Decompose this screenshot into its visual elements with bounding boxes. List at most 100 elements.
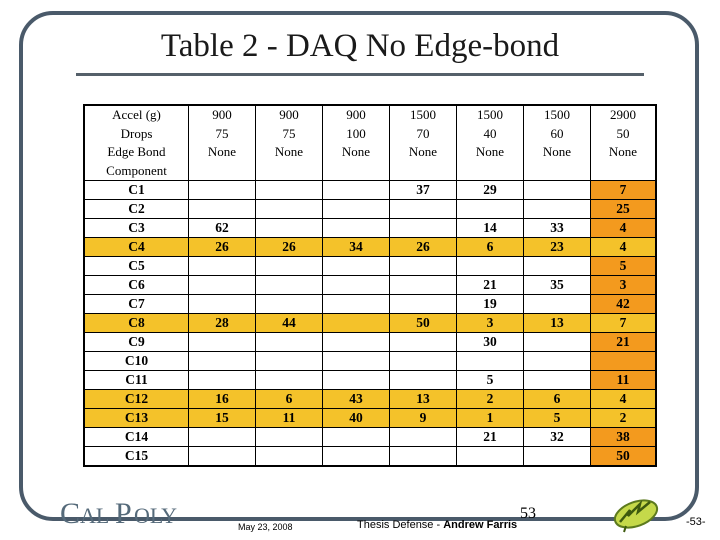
header-column-7: 2900 50 None: [590, 104, 657, 181]
table-cell: 30: [456, 332, 524, 352]
table-cell: [389, 275, 457, 295]
table-cell: [389, 256, 457, 276]
table-cell: 19: [456, 294, 524, 314]
table-cell: 2: [590, 408, 657, 428]
component-label: C15: [83, 446, 189, 467]
cal-poly-logo: C AL P OLY: [60, 497, 177, 530]
table-cell: 40: [322, 408, 390, 428]
table-cell: 21: [456, 427, 524, 447]
table-cell: 5: [523, 408, 591, 428]
svg-text:OLY: OLY: [134, 503, 177, 528]
table-row: C11 5 11: [83, 370, 657, 390]
svg-text:AL: AL: [80, 503, 109, 528]
table-row: C2 25: [83, 199, 657, 219]
table-cell: 26: [188, 237, 256, 257]
header-accel-value: 1500: [477, 107, 503, 122]
table-cell: 6: [523, 389, 591, 409]
header-edge-bond-value: None: [542, 144, 572, 159]
table-cell: [523, 351, 591, 371]
table-cell: [255, 332, 323, 352]
table-row: C7 19 42: [83, 294, 657, 314]
table-cell: [188, 446, 256, 467]
table-cell: [456, 199, 524, 219]
component-label: C5: [83, 256, 189, 276]
table-cell: [188, 294, 256, 314]
header-drops-value: 100: [346, 125, 366, 141]
header-accel-value: 1500: [410, 107, 436, 122]
header-edge-bond-value: None: [274, 144, 304, 159]
component-label: C7: [83, 294, 189, 314]
table-cell: 28: [188, 313, 256, 333]
table-cell: [322, 294, 390, 314]
table-row: C12 16 6 43 13 2 6 4: [83, 389, 657, 409]
table-cell: 11: [590, 370, 657, 390]
table-cell: [523, 199, 591, 219]
table-cell: 14: [456, 218, 524, 238]
table-cell: 26: [255, 237, 323, 257]
table-cell: 34: [322, 237, 390, 257]
table-cell: [255, 446, 323, 467]
footer-author: Andrew Farris: [443, 519, 518, 531]
component-label: C13: [83, 408, 189, 428]
table-cell: [523, 370, 591, 390]
table-cell: 7: [590, 313, 657, 333]
footer-presentation-text: Thesis Defense -: [357, 519, 444, 531]
header-column-4: 1500 70 None: [389, 104, 457, 181]
table-header-row: Accel (g) Drops Edge Bond Component 900 7…: [83, 104, 657, 181]
table-cell: [389, 218, 457, 238]
header-edge-bond-value: None: [475, 144, 505, 159]
table-row: C9 30 21: [83, 332, 657, 352]
table-cell: 13: [389, 389, 457, 409]
header-drops-value: 70: [416, 125, 430, 141]
table-cell: [188, 180, 256, 200]
table-cell: 38: [590, 427, 657, 447]
table-cell: 21: [456, 275, 524, 295]
footer-presentation: Thesis Defense - Andrew Farris: [357, 519, 517, 531]
table-cell: [255, 256, 323, 276]
component-label: C8: [83, 313, 189, 333]
table-cell: [456, 446, 524, 467]
title-underline: [76, 73, 644, 76]
table-cell: [188, 332, 256, 352]
table-cell: 5: [456, 370, 524, 390]
page-number: -53-: [686, 516, 706, 528]
table-cell: [389, 351, 457, 371]
header-drops-value: 50: [616, 125, 630, 141]
table-cell: [389, 332, 457, 352]
table-cell: [188, 275, 256, 295]
table-cell: [456, 351, 524, 371]
table-cell: 6: [456, 237, 524, 257]
table-cell: 1: [456, 408, 524, 428]
header-accel-value: 2900: [610, 107, 636, 122]
table-cell: [389, 294, 457, 314]
table-cell: [255, 370, 323, 390]
table-cell: [322, 275, 390, 295]
header-edge-bond-value: None: [608, 144, 638, 159]
table-cell: [523, 294, 591, 314]
table-cell: 50: [590, 446, 657, 467]
table-cell: [322, 218, 390, 238]
component-label: C4: [83, 237, 189, 257]
table-cell: [523, 256, 591, 276]
component-label: C9: [83, 332, 189, 352]
lightning-logo-icon: [613, 499, 659, 533]
slide-title: Table 2 - DAQ No Edge-bond: [160, 28, 560, 64]
table-cell: [322, 256, 390, 276]
slide-frame: [19, 11, 699, 521]
table-cell: 9: [389, 408, 457, 428]
header-label-drops: Drops: [120, 125, 153, 141]
component-label: C1: [83, 180, 189, 200]
table-cell: 7: [590, 180, 657, 200]
table-cell: [322, 427, 390, 447]
header-label-accel: Accel (g): [112, 107, 161, 122]
table-cell: [188, 256, 256, 276]
table-cell: 37: [389, 180, 457, 200]
svg-text:C: C: [60, 497, 80, 530]
table-row: C5 5: [83, 256, 657, 276]
table-cell: 13: [523, 313, 591, 333]
component-label: C6: [83, 275, 189, 295]
table-cell: 50: [389, 313, 457, 333]
table-row: C4 26 26 34 26 6 23 4: [83, 237, 657, 257]
component-label: C10: [83, 351, 189, 371]
header-label-edge-bond: Edge Bond: [107, 144, 166, 159]
